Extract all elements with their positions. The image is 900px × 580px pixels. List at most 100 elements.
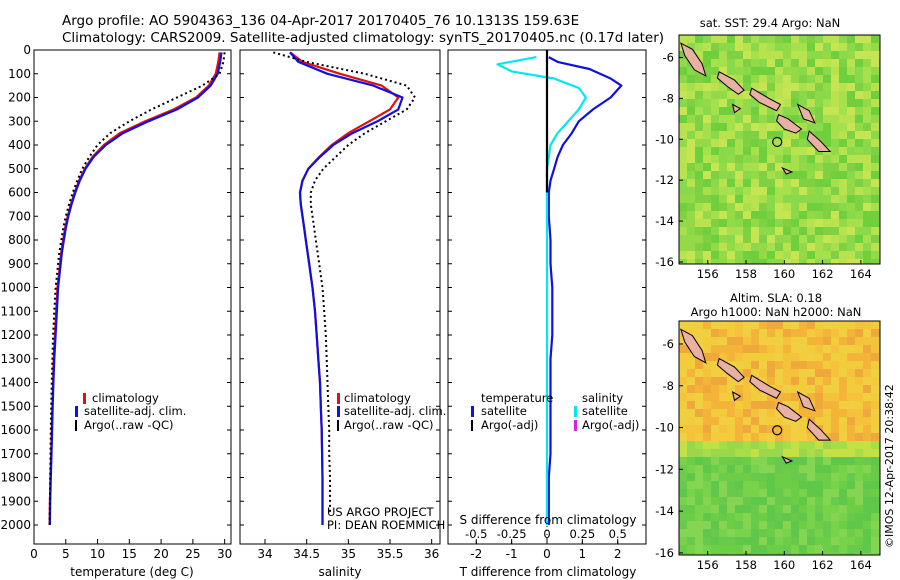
map-cell bbox=[823, 51, 831, 59]
map-cell bbox=[759, 59, 767, 67]
map-cell bbox=[855, 505, 863, 513]
map-cell bbox=[783, 43, 791, 51]
map-cell bbox=[839, 171, 847, 179]
map-cell bbox=[839, 187, 847, 195]
map-cell bbox=[735, 417, 743, 425]
map-cell bbox=[759, 521, 767, 529]
map-cell bbox=[839, 497, 847, 505]
map-cell bbox=[759, 243, 767, 251]
map-cell bbox=[863, 513, 871, 521]
map-cell bbox=[711, 465, 719, 473]
map-cell bbox=[815, 537, 823, 545]
map-cell bbox=[847, 457, 855, 465]
map-cell bbox=[687, 361, 695, 369]
map-cell bbox=[831, 361, 839, 369]
map-cell bbox=[831, 481, 839, 489]
map-cell bbox=[815, 409, 823, 417]
map-cell bbox=[711, 513, 719, 521]
map-cell bbox=[679, 163, 687, 171]
map-cell bbox=[871, 361, 879, 369]
map-cell bbox=[839, 409, 847, 417]
map-cell bbox=[759, 369, 767, 377]
map-cell bbox=[759, 187, 767, 195]
map-cell bbox=[695, 227, 703, 235]
map-cell bbox=[743, 99, 751, 107]
map-cell bbox=[727, 473, 735, 481]
map-cell bbox=[767, 553, 775, 555]
map-cell bbox=[831, 353, 839, 361]
map-cell bbox=[679, 59, 687, 67]
y-tick-label: 500 bbox=[8, 162, 31, 176]
map-cell bbox=[839, 107, 847, 115]
map-cell bbox=[847, 321, 855, 329]
map-cell bbox=[743, 385, 751, 393]
map-cell bbox=[679, 35, 687, 43]
map-cell bbox=[863, 529, 871, 537]
map-cell bbox=[855, 211, 863, 219]
map-cell bbox=[735, 329, 743, 337]
map-cell bbox=[703, 251, 711, 259]
map-cell bbox=[695, 75, 703, 83]
map-cell bbox=[863, 139, 871, 147]
map-cell bbox=[807, 449, 815, 457]
map-cell bbox=[727, 545, 735, 553]
map-cell bbox=[863, 441, 871, 449]
legend-swatch-argo bbox=[75, 420, 77, 431]
map-cell bbox=[719, 441, 727, 449]
map-cell bbox=[807, 393, 815, 401]
header-line-2: Climatology: CARS2009. Satellite-adjuste… bbox=[62, 30, 664, 46]
map-cell bbox=[711, 243, 719, 251]
map-cell bbox=[799, 147, 807, 155]
map-cell bbox=[767, 163, 775, 171]
map-cell bbox=[775, 345, 783, 353]
map-cell bbox=[871, 377, 879, 385]
map-cell bbox=[831, 513, 839, 521]
map-cell bbox=[735, 115, 743, 123]
map-cell bbox=[703, 465, 711, 473]
map-cell bbox=[847, 227, 855, 235]
map-cell bbox=[871, 473, 879, 481]
map-cell bbox=[743, 489, 751, 497]
map-cell bbox=[823, 489, 831, 497]
map-cell bbox=[775, 521, 783, 529]
map-cell bbox=[815, 59, 823, 67]
map-cell bbox=[775, 179, 783, 187]
y-tick-label: 200 bbox=[8, 91, 31, 105]
map-cell bbox=[839, 83, 847, 91]
map-cell bbox=[767, 417, 775, 425]
map-cell bbox=[727, 497, 735, 505]
map-cell bbox=[871, 243, 879, 251]
map-cell bbox=[847, 91, 855, 99]
map-cell bbox=[863, 83, 871, 91]
map-cell bbox=[687, 211, 695, 219]
map-cell bbox=[695, 187, 703, 195]
map-cell bbox=[863, 553, 871, 555]
map-cell bbox=[767, 537, 775, 545]
map-cell bbox=[743, 43, 751, 51]
map-cell bbox=[839, 465, 847, 473]
map-cell bbox=[815, 75, 823, 83]
map-cell bbox=[855, 99, 863, 107]
map-cell bbox=[743, 219, 751, 227]
map-cell bbox=[815, 401, 823, 409]
map-cell bbox=[831, 473, 839, 481]
map-cell bbox=[799, 465, 807, 473]
map-cell bbox=[687, 203, 695, 211]
map-cell bbox=[831, 321, 839, 329]
map-cell bbox=[775, 67, 783, 75]
map-cell bbox=[783, 329, 791, 337]
map-cell bbox=[863, 385, 871, 393]
map-cell bbox=[871, 67, 879, 75]
map-cell bbox=[751, 107, 759, 115]
map-cell bbox=[791, 59, 799, 67]
map-cell bbox=[679, 83, 687, 91]
map-cell bbox=[855, 155, 863, 163]
map-cell bbox=[799, 497, 807, 505]
map-cell bbox=[807, 497, 815, 505]
map-cell bbox=[847, 131, 855, 139]
map-cell bbox=[791, 115, 799, 123]
map-cell bbox=[783, 433, 791, 441]
map-cell bbox=[727, 139, 735, 147]
map-cell bbox=[855, 259, 863, 264]
map-cell bbox=[751, 219, 759, 227]
